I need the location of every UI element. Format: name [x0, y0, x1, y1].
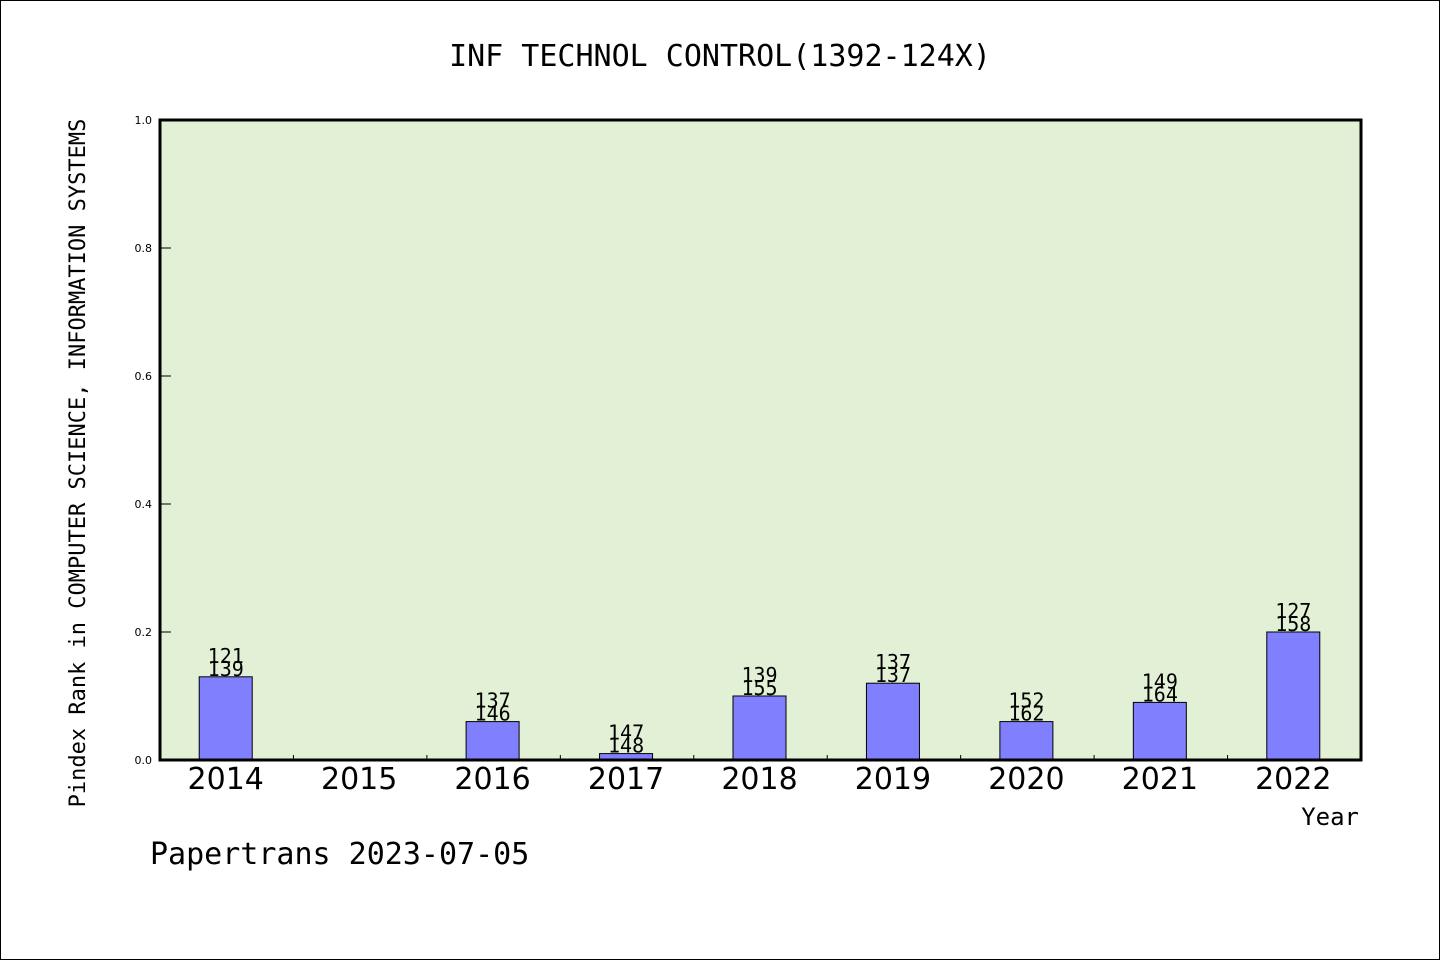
y-tick-label: 0.8: [135, 242, 153, 255]
bar: [465, 721, 520, 761]
y-tick-label: 0.2: [135, 626, 153, 639]
data-label-lower: 139: [208, 657, 244, 681]
y-tick-label: 1.0: [135, 114, 153, 127]
data-label-lower: 164: [1142, 682, 1178, 706]
x-ticks-group: 2014 2015 2016 2017 2018 2019 2020 2021 2022: [188, 755, 1331, 797]
plot-area: [160, 120, 1361, 760]
data-label-lower: 148: [608, 734, 644, 758]
x-tick-label: 2018: [721, 762, 797, 797]
data-label-lower: 158: [1275, 612, 1311, 636]
y-tick-label: 0.6: [135, 370, 153, 383]
data-label-upper: 121: [208, 644, 244, 668]
data-label-upper: 137: [875, 650, 911, 674]
x-tick-label: 2019: [855, 762, 931, 797]
x-tick-label: 2015: [321, 762, 397, 797]
x-tick-label: 2014: [188, 762, 264, 797]
y-tick-label: 0.4: [135, 498, 153, 511]
y-tick-label: 0.0: [135, 754, 153, 767]
bar: [1132, 701, 1187, 761]
data-label-lower: 155: [741, 676, 777, 700]
data-label-lower: 137: [875, 663, 911, 687]
data-label-upper: 147: [608, 721, 644, 745]
plot-border: [158, 118, 1363, 762]
data-label-upper: 152: [1008, 689, 1044, 713]
x-tick-label: 2016: [454, 762, 530, 797]
x-tick-label: 2021: [1122, 762, 1198, 797]
bar: [865, 682, 920, 761]
x-axis-label: Year: [1301, 803, 1359, 831]
bar: [198, 676, 253, 761]
chart-title: INF TECHNOL CONTROL(1392-124X): [449, 39, 991, 74]
bars-group: [198, 631, 1321, 761]
x-tick-label: 2022: [1255, 762, 1331, 797]
x-tick-label: 2017: [588, 762, 664, 797]
data-label-upper: 149: [1142, 669, 1178, 693]
data-label-upper: 137: [475, 689, 511, 713]
data-labels-group: 1211391371461471481391551371371521621491…: [208, 599, 1312, 758]
data-label-upper: 139: [741, 663, 777, 687]
data-label-lower: 146: [475, 702, 511, 726]
y-ticks-group: 0.0 0.2 0.4 0.6 0.8 1.0: [135, 114, 171, 767]
footer-credit: Papertrans 2023-07-05: [150, 837, 529, 872]
bar: [732, 695, 787, 761]
data-label-upper: 127: [1275, 599, 1311, 623]
bar: [1266, 631, 1321, 761]
bar: [999, 721, 1054, 761]
data-label-lower: 162: [1008, 702, 1044, 726]
y-axis-label: Pindex Rank in COMPUTER SCIENCE, INFORMA…: [66, 119, 91, 808]
x-tick-label: 2020: [988, 762, 1064, 797]
